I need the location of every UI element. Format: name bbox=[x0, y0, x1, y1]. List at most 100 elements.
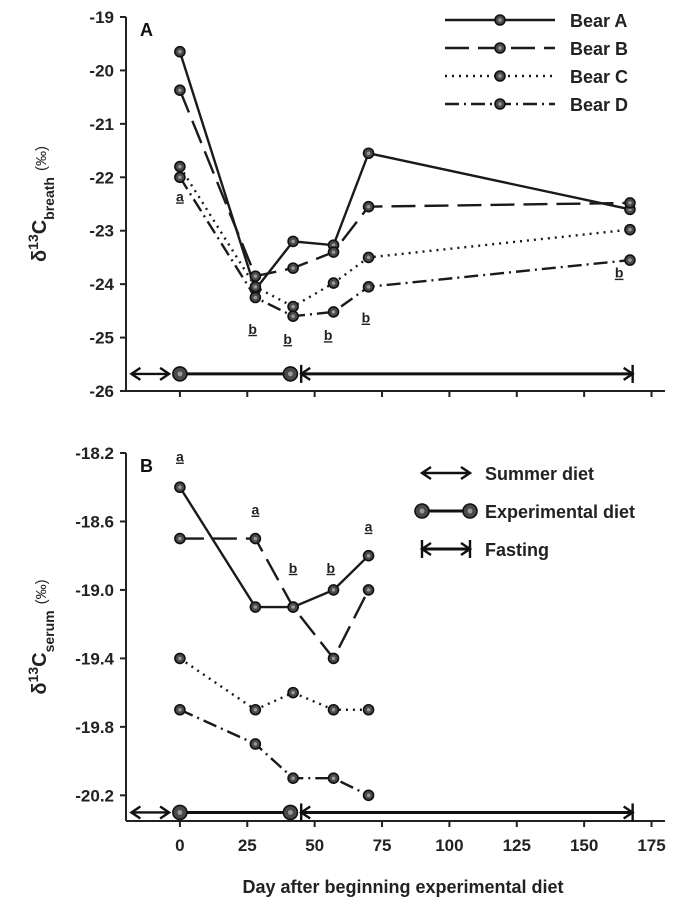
series-line-bear-b bbox=[178, 89, 630, 278]
legend-fasting-arrow-left bbox=[419, 542, 432, 556]
fasting-arrow-right bbox=[622, 366, 635, 381]
data-point-highlight bbox=[291, 239, 295, 244]
legend-summer-arrow-left bbox=[419, 466, 432, 480]
legend-label: Bear D bbox=[570, 95, 628, 115]
data-point-highlight bbox=[331, 776, 336, 780]
data-point-highlight bbox=[366, 588, 371, 592]
data-point-highlight bbox=[291, 304, 295, 309]
legend-fasting-arrow-right bbox=[460, 542, 473, 556]
legend-label: Bear B bbox=[570, 39, 628, 59]
data-point-highlight bbox=[331, 281, 336, 285]
data-point-highlight bbox=[366, 204, 371, 209]
significance-label: a bbox=[251, 502, 259, 518]
series-line-bear-c bbox=[178, 165, 631, 308]
y-tick-label: -24 bbox=[89, 275, 114, 294]
significance-label: b bbox=[327, 560, 336, 576]
series-legend: Bear A Bear B Bear C Bear D bbox=[445, 11, 628, 115]
data-point-highlight bbox=[628, 201, 632, 205]
data-point-highlight bbox=[178, 164, 182, 169]
data-point-highlight bbox=[253, 295, 258, 300]
fasting-arrow-right bbox=[622, 805, 635, 820]
panel-b: -18.2 -18.6 -19.0 -19.4 -19.8 -20.2 0 25 50 75 100… bbox=[25, 444, 666, 855]
significance-label: a bbox=[365, 519, 373, 535]
data-point-highlight bbox=[366, 255, 371, 260]
significance-label: b bbox=[289, 560, 298, 576]
significance-label: a bbox=[176, 449, 184, 465]
series-line-bear-a bbox=[178, 51, 631, 293]
data-point-highlight bbox=[331, 243, 336, 247]
y-tick-label: -18.6 bbox=[75, 512, 114, 531]
experimental-start-marker-highlight bbox=[177, 809, 183, 815]
x-tick-label: 175 bbox=[637, 836, 665, 855]
y-tick-label: -20 bbox=[89, 61, 114, 80]
legend-label: Bear A bbox=[570, 11, 627, 31]
significance-label: b bbox=[283, 331, 292, 347]
data-point-highlight bbox=[331, 310, 336, 314]
significance-label: b bbox=[324, 327, 333, 343]
legend-label: Fasting bbox=[485, 540, 549, 560]
experimental-end-marker-highlight bbox=[287, 371, 293, 377]
experimental-start-marker-highlight bbox=[177, 371, 183, 377]
data-point-highlight bbox=[178, 536, 182, 541]
data-point-highlight bbox=[331, 250, 336, 254]
y-tick-label: -19.8 bbox=[75, 718, 114, 737]
y-tick-label: -19.0 bbox=[75, 581, 114, 600]
legend-marker-highlight bbox=[498, 46, 502, 50]
y-axis-title: δ13Cbreath(‰) bbox=[25, 146, 57, 262]
data-point-highlight bbox=[178, 175, 182, 180]
data-point-highlight bbox=[253, 274, 258, 278]
data-point-highlight bbox=[253, 605, 258, 609]
fasting-arrow-left bbox=[299, 805, 311, 820]
data-point-highlight bbox=[291, 690, 295, 695]
data-point-highlight bbox=[253, 707, 258, 712]
data-point-highlight bbox=[291, 266, 295, 270]
legend-marker-highlight bbox=[498, 102, 502, 106]
series-line-bear-d bbox=[178, 176, 631, 318]
data-point-highlight bbox=[253, 742, 258, 746]
y-tick-label: -22 bbox=[89, 168, 114, 187]
data-point-highlight bbox=[178, 707, 182, 712]
legend-experimental-start-highlight bbox=[419, 508, 425, 514]
x-tick-label: 150 bbox=[570, 836, 598, 855]
experimental-end-marker-highlight bbox=[287, 809, 293, 815]
data-point-highlight bbox=[253, 536, 258, 541]
x-tick-label: 50 bbox=[305, 836, 324, 855]
legend-label: Summer diet bbox=[485, 464, 594, 484]
data-point-highlight bbox=[178, 49, 182, 54]
y-axis-title: δ13Cserum(‰) bbox=[25, 579, 57, 694]
y-tick-label: -23 bbox=[89, 222, 114, 241]
y-tick-label: -21 bbox=[89, 115, 114, 134]
y-tick-label: -20.2 bbox=[75, 786, 114, 805]
x-tick-label: 125 bbox=[503, 836, 531, 855]
legend-experimental-end-highlight bbox=[467, 508, 473, 514]
data-point-highlight bbox=[366, 793, 371, 798]
data-point-highlight bbox=[253, 285, 258, 289]
significance-label: b bbox=[248, 321, 257, 337]
series-line-bear-c bbox=[179, 657, 369, 712]
data-point-highlight bbox=[366, 707, 371, 712]
summer-arrow-right bbox=[159, 366, 172, 381]
y-tick-label: -19 bbox=[89, 8, 114, 27]
x-tick-label: 25 bbox=[238, 836, 257, 855]
y-tick-label: -18.2 bbox=[75, 444, 114, 463]
legend-label: Experimental diet bbox=[485, 502, 635, 522]
legend-marker-highlight bbox=[498, 74, 502, 78]
fasting-arrow-left bbox=[299, 366, 311, 381]
significance-label: a bbox=[176, 188, 184, 204]
series-line-bear-d bbox=[179, 708, 370, 797]
significance-label: b bbox=[362, 310, 371, 326]
summer-arrow-right bbox=[159, 805, 172, 820]
summer-arrow-left bbox=[129, 805, 142, 820]
x-axis-title: Day after beginning experimental diet bbox=[242, 877, 563, 897]
data-point-highlight bbox=[178, 656, 182, 661]
x-tick-label: 0 bbox=[175, 836, 184, 855]
legend-summer-arrow-right bbox=[460, 466, 473, 480]
data-point-highlight bbox=[628, 227, 632, 232]
y-tick-label: -25 bbox=[89, 329, 114, 348]
significance-label: b bbox=[615, 265, 624, 281]
data-point-highlight bbox=[331, 588, 336, 592]
summer-arrow-left bbox=[129, 366, 142, 381]
x-tick-label: 75 bbox=[373, 836, 392, 855]
panel-letter: A bbox=[140, 20, 153, 40]
